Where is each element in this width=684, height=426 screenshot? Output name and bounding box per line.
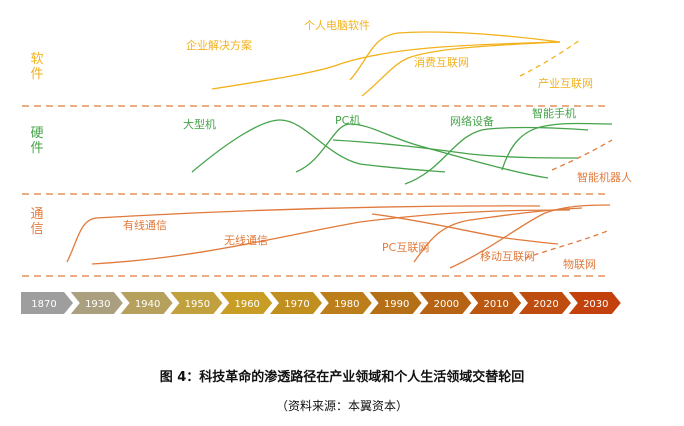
curve-labels: 企业解决方案 个人电脑软件 消费互联网 产业互联网 大型机 PC机 网络设备 智…: [123, 18, 632, 271]
timeline-year-label: 1970: [284, 299, 309, 310]
curve-enterprise-solutions: [211, 41, 561, 90]
timeline-year-label: 1960: [234, 299, 259, 310]
timeline-chevron: [270, 292, 322, 314]
timeline-year-label: 1930: [85, 299, 110, 310]
label-pc-machine: PC机: [335, 113, 360, 127]
curve-smartphone: [501, 122, 613, 171]
timeline-year-label: 1980: [334, 299, 359, 310]
curve-pc-software: [349, 31, 561, 81]
curve-mainframe: [191, 119, 446, 173]
curve-mobile-internet: [449, 204, 611, 269]
curve-smart-robot: [551, 139, 613, 171]
section-labels: 软件 硬件 通信: [30, 52, 43, 237]
curve-wired-comm: [66, 205, 541, 263]
label-pc-internet: PC互联网: [382, 241, 429, 254]
timeline-chevron: [469, 292, 522, 314]
label-smartphone: 智能手机: [532, 106, 576, 120]
label-mobile-internet: 移动互联网: [480, 250, 535, 263]
section-dividers: [22, 105, 610, 277]
label-enterprise-solutions: 企业解决方案: [186, 38, 252, 52]
label-iot: 物联网: [563, 257, 596, 271]
timeline-year-label: 2020: [533, 299, 558, 310]
section-label-software: 软件: [30, 52, 43, 82]
curve-network-equipment-2: [404, 126, 589, 185]
timeline-chevron: [369, 292, 422, 314]
timeline: 1870 1930 1940 1950 1960 1970 1980 1990 2000 2010…: [21, 292, 621, 314]
timeline-year-label: 2010: [483, 299, 508, 310]
label-smart-robot: 智能机器人: [577, 170, 632, 184]
timeline-year-label: 1940: [135, 299, 160, 310]
timeline-year-label: 1870: [31, 299, 56, 310]
section-label-hardware: 硬件: [30, 126, 43, 156]
timeline-chevron: [70, 292, 123, 314]
curve-pc-internet-2: [413, 207, 583, 263]
curve-pc-internet: [371, 213, 559, 245]
hardware-curves: [191, 119, 613, 185]
curve-pc-machine: [295, 123, 549, 179]
timeline-year-label: 2000: [434, 299, 459, 310]
section-label-comms: 通信: [30, 207, 43, 237]
figure-title: 图 4：科技革命的渗透路径在产业领域和个人生活领域交替轮回: [159, 370, 525, 385]
label-pc-software: 个人电脑软件: [304, 18, 370, 32]
label-industrial-internet: 产业互联网: [538, 76, 593, 90]
timeline-chevron: [568, 292, 621, 314]
curve-industrial-internet: [519, 39, 581, 77]
timeline-chevron: [319, 292, 372, 314]
timeline-year-label: 1950: [185, 299, 210, 310]
timeline-chevron: [419, 292, 472, 314]
software-curves: [211, 31, 581, 97]
timeline-year-label: 1990: [384, 299, 409, 310]
label-network-equipment: 网络设备: [450, 114, 494, 128]
diagram: 软件 硬件 通信 企业解决方案 个人电脑软件 消费互联网 产业互联网 大型机 P…: [21, 18, 632, 314]
comms-curves: [66, 204, 611, 269]
curve-network-equipment: [332, 139, 579, 159]
label-wired-comm: 有线通信: [123, 218, 167, 232]
timeline-chevron: [170, 292, 223, 314]
timeline-chevron: [21, 292, 73, 314]
curve-consumer-internet: [361, 41, 561, 97]
timeline-chevron: [519, 292, 571, 314]
curve-wireless-comm: [91, 209, 571, 265]
timeline-year-label: 2030: [583, 299, 608, 310]
timeline-chevron: [220, 292, 273, 314]
figure-source: （资料来源：本翼资本）: [275, 399, 408, 413]
curve-iot: [524, 229, 611, 259]
timeline-chevron: [120, 292, 173, 314]
label-consumer-internet: 消费互联网: [414, 55, 469, 69]
label-mainframe: 大型机: [183, 117, 216, 131]
label-wireless-comm: 无线通信: [224, 233, 268, 247]
